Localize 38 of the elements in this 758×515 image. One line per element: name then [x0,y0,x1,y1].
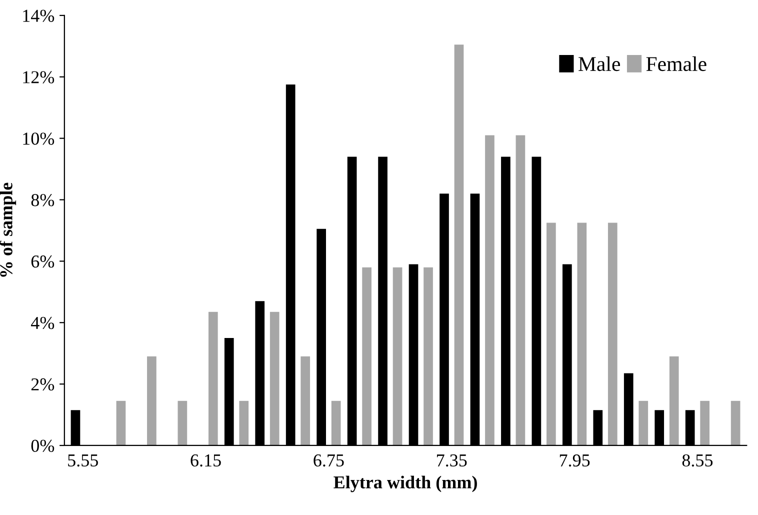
x-tick-label: 7.95 [560,454,590,467]
y-tick-label: 0% [31,440,54,452]
x-tick-label: 6.75 [314,454,344,467]
legend-label: Female [646,56,706,72]
bar [331,400,341,446]
bar [239,400,249,446]
bar [178,400,188,446]
y-tick-label: 10% [23,132,54,145]
bar [362,267,372,446]
y-tick-label: 8% [31,194,54,206]
x-tick-label: 7.35 [437,454,467,467]
bar [208,312,218,446]
bar [392,267,402,446]
bar [147,356,156,446]
bar [700,400,710,446]
x-tick-label: 5.55 [68,454,98,467]
bar [424,267,433,446]
x-tick-label: 8.55 [682,454,713,467]
bar [300,356,310,446]
bar [730,400,740,446]
y-tick-label: 12% [23,71,54,84]
x-axis-title: Elytra width (mm) [334,476,477,492]
bar [669,356,679,446]
y-tick-label: 4% [30,316,54,330]
bar [116,400,126,446]
bar [454,44,464,446]
bar [270,312,280,446]
x-tick-label: 6.15 [190,454,221,467]
legend-label: Male [578,56,620,72]
bar [516,135,526,446]
bar [546,222,556,446]
bar [638,400,648,446]
bar [577,222,587,446]
y-tick-label: 14% [23,10,54,22]
y-tick-label: 2% [31,378,54,391]
bar [485,135,494,446]
bar [608,222,618,446]
y-tick-label: 6% [31,255,54,268]
